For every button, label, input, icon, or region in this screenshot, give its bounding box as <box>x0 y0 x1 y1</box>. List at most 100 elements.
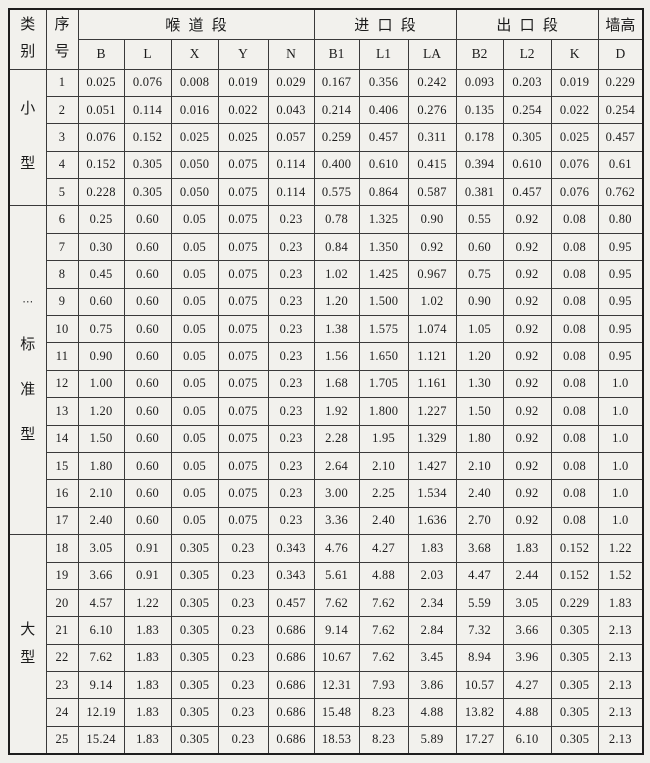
serial-number-cell: 25 <box>45 725 79 755</box>
table-row: 25 15.24 1.83 0.305 0.23 0.686 18.53 8.23 5.89 17… <box>9 725 644 755</box>
value-cell-B2: 2.70 <box>455 506 504 536</box>
value-cell-K: 0.305 <box>550 671 599 700</box>
value-cell-B: 0.45 <box>77 260 125 289</box>
value-cell-LA: 2.84 <box>407 616 457 645</box>
value-cell-X: 0.305 <box>170 643 219 673</box>
value-cell-B1: 4.76 <box>313 534 360 563</box>
value-cell-L2: 1.83 <box>502 534 552 563</box>
value-cell-B2: 0.75 <box>455 260 504 289</box>
value-cell-L1: 0.864 <box>358 178 409 207</box>
serial-number-cell: 22 <box>45 643 79 673</box>
category-char: 小 <box>20 101 36 118</box>
value-cell-B: 1.80 <box>77 451 125 481</box>
value-cell-N: 0.686 <box>267 643 315 673</box>
serial-number-cell: 24 <box>45 698 79 727</box>
value-cell-N: 0.114 <box>267 178 315 207</box>
value-cell-B: 1.00 <box>77 369 125 399</box>
table-row: 13 1.20 0.60 0.05 0.075 0.23 1.92 1.800 1.227 1.5… <box>9 397 644 426</box>
value-cell-L: 0.305 <box>123 178 172 207</box>
value-cell-N: 0.114 <box>267 150 315 180</box>
value-cell-B2: 0.90 <box>455 287 504 317</box>
value-cell-L: 0.60 <box>123 315 172 344</box>
value-cell-D: 1.22 <box>597 534 644 563</box>
value-cell-Y: 0.075 <box>217 369 269 399</box>
category-char: 准 <box>20 382 36 399</box>
value-cell-K: 0.152 <box>550 534 599 563</box>
value-cell-X: 0.05 <box>170 369 219 399</box>
value-cell-L: 0.076 <box>123 68 172 97</box>
value-cell-L: 0.60 <box>123 479 172 508</box>
value-cell-B1: 1.68 <box>313 369 360 399</box>
value-cell-B: 4.57 <box>77 588 125 618</box>
value-cell-LA: 0.587 <box>407 178 457 207</box>
value-cell-L1: 1.800 <box>358 397 409 426</box>
value-cell-B: 1.50 <box>77 424 125 453</box>
value-cell-K: 0.08 <box>550 342 599 371</box>
value-cell-L2: 0.92 <box>502 506 552 536</box>
value-cell-L1: 1.95 <box>358 424 409 453</box>
value-cell-N: 0.057 <box>267 123 315 152</box>
value-cell-B: 0.051 <box>77 95 125 125</box>
table-row: 小型 1 0.025 0.076 0.008 0.019 0.029 0.167 0.356 0.… <box>8 68 644 207</box>
serial-number-cell: 7 <box>45 232 79 262</box>
serial-number-cell: 12 <box>45 369 79 399</box>
value-cell-B2: 1.80 <box>455 424 504 453</box>
value-cell-X: 0.05 <box>170 232 219 262</box>
value-cell-D: 1.0 <box>597 424 644 453</box>
value-cell-D: 0.95 <box>597 287 644 317</box>
value-cell-L: 1.83 <box>123 616 172 645</box>
value-cell-D: 1.0 <box>597 479 644 508</box>
value-cell-B: 0.25 <box>77 205 125 234</box>
value-cell-K: 0.025 <box>550 123 599 152</box>
header-serial: 序 号 <box>45 8 79 70</box>
value-cell-B1: 7.62 <box>313 588 360 618</box>
header-col-K: K <box>550 38 599 70</box>
serial-number-cell: 19 <box>45 561 79 590</box>
value-cell-X: 0.050 <box>170 150 219 180</box>
value-cell-K: 0.305 <box>550 725 599 755</box>
value-cell-B1: 3.00 <box>313 479 360 508</box>
value-cell-N: 0.23 <box>267 260 315 289</box>
value-cell-Y: 0.075 <box>217 232 269 262</box>
value-cell-B: 6.10 <box>77 616 125 645</box>
value-cell-B2: 1.20 <box>455 342 504 371</box>
value-cell-L2: 4.88 <box>502 698 552 727</box>
value-cell-Y: 0.23 <box>217 698 269 727</box>
table-row: 15 1.80 0.60 0.05 0.075 0.23 2.64 2.10 1.427 2.10… <box>9 451 644 481</box>
value-cell-L1: 2.25 <box>358 479 409 508</box>
value-cell-L: 0.60 <box>123 287 172 317</box>
header-col-LA: LA <box>407 38 457 70</box>
value-cell-L: 0.60 <box>123 260 172 289</box>
value-cell-X: 0.305 <box>170 671 219 700</box>
value-cell-L2: 0.92 <box>502 369 552 399</box>
serial-number-cell: 3 <box>45 123 79 152</box>
value-cell-N: 0.23 <box>267 287 315 317</box>
value-cell-B: 12.19 <box>77 698 125 727</box>
value-cell-K: 0.08 <box>550 205 599 234</box>
value-cell-B2: 0.381 <box>455 178 504 207</box>
value-cell-B2: 10.57 <box>455 671 504 700</box>
value-cell-B1: 12.31 <box>313 671 360 700</box>
value-cell-B: 0.90 <box>77 342 125 371</box>
value-cell-B2: 13.82 <box>455 698 504 727</box>
serial-number-cell: 14 <box>45 424 79 453</box>
value-cell-LA: 0.415 <box>407 150 457 180</box>
table-row: 5 0.228 0.305 0.050 0.075 0.114 0.575 0.864 0.58… <box>9 178 644 207</box>
value-cell-N: 0.23 <box>267 205 315 234</box>
category-label: 小型 <box>10 101 45 172</box>
serial-number-cell: 15 <box>45 451 79 481</box>
header-col-Y: Y <box>217 38 269 70</box>
value-cell-B: 0.75 <box>77 315 125 344</box>
value-cell-K: 0.08 <box>550 451 599 481</box>
header-group-throat-section: 喉道段 <box>77 8 315 40</box>
value-cell-K: 0.229 <box>550 588 599 618</box>
value-cell-B2: 3.68 <box>455 534 504 563</box>
value-cell-LA: 0.311 <box>407 123 457 152</box>
value-cell-L: 0.60 <box>123 506 172 536</box>
value-cell-N: 0.686 <box>267 698 315 727</box>
value-cell-L1: 1.500 <box>358 287 409 317</box>
value-cell-X: 0.05 <box>170 424 219 453</box>
table-row: 21 6.10 1.83 0.305 0.23 0.686 9.14 7.62 2.84 7.32… <box>9 616 644 645</box>
value-cell-Y: 0.23 <box>217 725 269 755</box>
value-cell-Y: 0.075 <box>217 315 269 344</box>
